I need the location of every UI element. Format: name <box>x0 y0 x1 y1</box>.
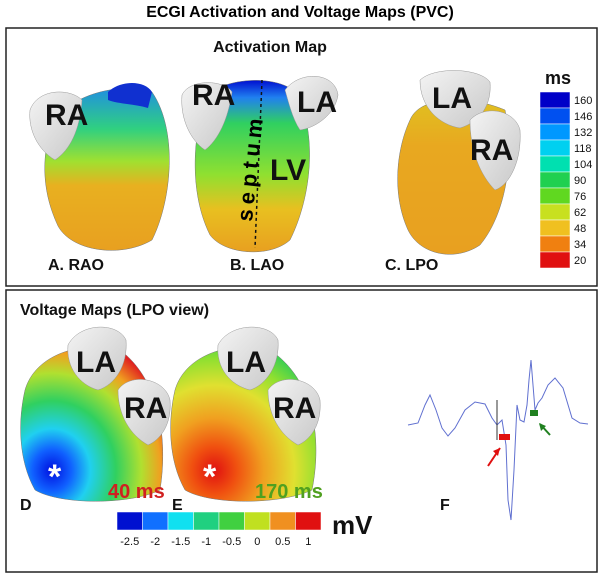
colorbar-segment <box>269 511 296 531</box>
heart-rao <box>29 83 170 251</box>
voltage-colorbar: -2.5 -2 -1.5 -1 -0.5 0 0.5 1 <box>116 511 322 548</box>
colorbar-segment <box>142 511 169 531</box>
colorbar-segment <box>539 155 571 173</box>
marker: * <box>203 458 217 496</box>
colorbar-label: 160 <box>574 95 592 107</box>
colorbar-segment <box>539 235 571 253</box>
colorbar-segment <box>539 107 571 125</box>
colorbar-segment <box>193 511 220 531</box>
panel-label: D <box>20 497 32 514</box>
time-label: 40 ms <box>108 481 165 503</box>
marker: * <box>48 458 62 496</box>
panel-label: E <box>172 497 183 514</box>
colorbar-segment <box>167 511 194 531</box>
colorbar-label: 76 <box>574 191 586 203</box>
colorbar-label: 104 <box>574 159 592 171</box>
colorbar-segment <box>295 511 322 531</box>
heart-lao <box>181 76 339 253</box>
voltage-title: Voltage Maps (LPO view) <box>20 302 209 319</box>
colorbar-segment <box>539 123 571 141</box>
colorbar-label: -2 <box>150 536 160 548</box>
panel-label: F <box>440 497 450 514</box>
colorbar-label: 0.5 <box>275 536 290 548</box>
region-label: RA <box>470 134 513 167</box>
colorbar-label: 34 <box>574 239 586 251</box>
colorbar-segment <box>539 203 571 221</box>
colorbar-label: 0 <box>254 536 260 548</box>
activation-box <box>5 27 598 287</box>
region-label: LV <box>270 154 306 187</box>
region-label: LA <box>226 346 266 379</box>
colorbar-unit: mV <box>332 510 373 540</box>
panel-label: C. LPO <box>385 257 438 274</box>
colorbar-label: 146 <box>574 111 592 123</box>
activation-colorbar: 160 146 132 118 104 90 76 62 48 34 20 <box>539 91 592 269</box>
activation-title: Activation Map <box>213 39 327 56</box>
heart-d <box>20 326 171 502</box>
panel-label: B. LAO <box>230 257 284 274</box>
colorbar-segment <box>116 511 143 531</box>
region-label: LA <box>76 346 116 379</box>
region-label: RA <box>273 392 316 425</box>
colorbar-label: 1 <box>305 536 311 548</box>
colorbar-label: -1.5 <box>171 536 190 548</box>
colorbar-label: 20 <box>574 255 586 267</box>
colorbar-label: 132 <box>574 127 592 139</box>
region-label: LA <box>297 86 337 119</box>
region-label: RA <box>124 392 167 425</box>
colorbar-segment <box>218 511 245 531</box>
time-label: 170 ms <box>255 481 323 503</box>
colorbar-label: -1 <box>201 536 211 548</box>
colorbar-label: -2.5 <box>120 536 139 548</box>
heart-e <box>170 326 321 502</box>
region-label: RA <box>192 79 235 112</box>
colorbar-segment <box>539 251 571 269</box>
ecg-trace <box>407 359 589 521</box>
colorbar-label: 90 <box>574 175 586 187</box>
colorbar-label: 62 <box>574 207 586 219</box>
colorbar-label: -0.5 <box>222 536 241 548</box>
colorbar-segment <box>539 139 571 157</box>
region-label: RA <box>45 99 88 132</box>
colorbar-segment <box>244 511 271 531</box>
colorbar-segment <box>539 187 571 205</box>
colorbar-unit: ms <box>545 68 571 88</box>
heart-lpo <box>397 70 521 255</box>
colorbar-label: 48 <box>574 223 586 235</box>
colorbar-label: 118 <box>574 143 592 155</box>
panel-label: A. RAO <box>48 257 104 274</box>
figure-title: ECGI Activation and Voltage Maps (PVC) <box>146 4 454 21</box>
colorbar-segment <box>539 91 571 109</box>
region-label: LA <box>432 82 472 115</box>
colorbar-segment <box>539 219 571 237</box>
voltage-box <box>5 289 598 573</box>
colorbar-segment <box>539 171 571 189</box>
